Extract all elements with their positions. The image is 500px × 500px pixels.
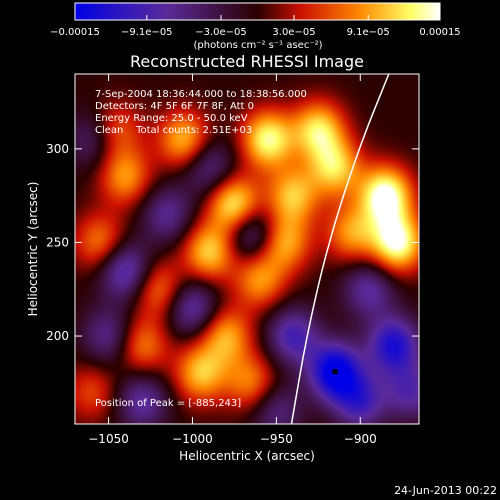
info-block: 7-Sep-2004 18:36:44.000 to 18:38:56.000 … <box>95 89 307 136</box>
heatmap-image <box>75 74 419 424</box>
info-line-energy: Energy Range: 25.0 - 50.0 keV <box>95 113 248 124</box>
colorbar-ticks: −0.00015 −9.1e−05 −3.0e−05 3.0e−05 9.1e−05 0.… <box>50 15 461 38</box>
info-line-detectors: Detectors: 4F 5F 6F 7F 8F, Att 0 <box>95 101 254 112</box>
y-tick-label: 250 <box>46 235 69 249</box>
x-tick-label: −1000 <box>172 432 213 446</box>
solar-limb-curve <box>290 74 390 424</box>
plot-frame <box>74 73 420 425</box>
minimum-marker <box>332 369 338 375</box>
axis-ticks: −1050 −1000 −950 −900 200 250 300 <box>46 74 419 446</box>
x-tick-label: −900 <box>344 432 377 446</box>
colorbar-tick-label: 0.00015 <box>419 27 460 38</box>
colorbar-unit-label: (photons cm⁻² s⁻¹ asec⁻²) <box>193 40 322 51</box>
colorbar-tick-label: 9.1e−05 <box>347 27 390 38</box>
colorbar-tick-label: −9.1e−05 <box>121 27 173 38</box>
colorbar <box>74 2 441 21</box>
colorbar-tick-label: −3.0e−05 <box>195 27 247 38</box>
x-axis-label: Heliocentric X (arcsec) <box>179 449 315 463</box>
colorbar-tick-label: 3.0e−05 <box>272 27 315 38</box>
colorbar-tick-label: −0.00015 <box>50 27 100 38</box>
chart-title: Reconstructed RHESSI Image <box>130 52 364 71</box>
y-tick-label: 300 <box>46 142 69 156</box>
x-tick-label: −1050 <box>88 432 129 446</box>
y-tick-label: 200 <box>46 329 69 343</box>
peak-position-label: Position of Peak = [-885,243] <box>95 398 241 409</box>
info-line-counts: Clean Total counts: 2.51E+03 <box>95 125 252 136</box>
x-tick-label: −950 <box>260 432 293 446</box>
info-line-time: 7-Sep-2004 18:36:44.000 to 18:38:56.000 <box>95 89 307 100</box>
y-axis-label: Heliocentric Y (arcsec) <box>26 182 40 317</box>
timestamp: 24-Jun-2013 00:22 <box>394 484 497 497</box>
